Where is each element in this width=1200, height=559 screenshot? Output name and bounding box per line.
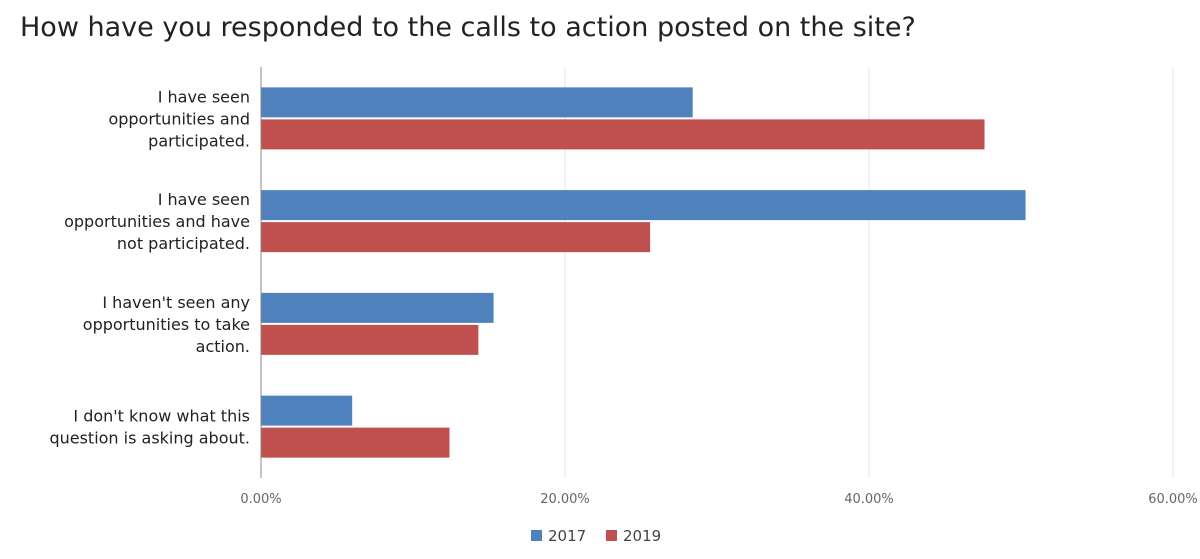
category-label-line: I have seen	[158, 87, 250, 106]
category-label-line: opportunities and	[108, 109, 250, 128]
legend-swatch-2017	[531, 530, 542, 541]
bar-2017-cat-1	[261, 190, 1026, 221]
legend-label-2019: 2019	[623, 527, 661, 545]
legend-swatch-2019	[606, 530, 617, 541]
legend: 2017 2019	[531, 527, 661, 545]
category-label-line: I have seen	[158, 190, 250, 209]
bar-2017-cat-3	[261, 395, 353, 426]
bar-2019-cat-2	[261, 324, 479, 355]
bar-2019-cat-3	[261, 427, 450, 458]
bars	[261, 87, 1026, 458]
category-label: I have seen opportunities and participated…	[108, 87, 250, 150]
x-tick-labels: 0.00% 20.00% 40.00% 60.00%	[240, 492, 1197, 507]
category-label-line: I haven't seen any	[102, 293, 250, 312]
category-label-line: opportunities and have	[64, 212, 250, 231]
category-labels: I have seen opportunities and participated…	[49, 87, 250, 447]
x-tick-label: 0.00%	[240, 492, 281, 507]
category-label-line: action.	[196, 337, 250, 356]
category-label: I haven't seen any opportunities to take a…	[83, 293, 250, 356]
category-label-line: not participated.	[117, 234, 250, 253]
bar-2019-cat-0	[261, 119, 985, 150]
category-label-line: participated.	[148, 131, 250, 150]
category-label-line: opportunities to take	[83, 315, 250, 334]
x-tick-label: 20.00%	[540, 492, 590, 507]
bar-2017-cat-2	[261, 292, 494, 323]
x-tick-label: 40.00%	[844, 492, 894, 507]
category-label-line: I don't know what this	[73, 407, 250, 426]
category-label: I have seen opportunities and have not par…	[64, 190, 250, 253]
bar-2017-cat-0	[261, 87, 693, 118]
chart-title: How have you responded to the calls to a…	[20, 12, 916, 43]
bar-2019-cat-1	[261, 222, 651, 253]
category-label-line: question is asking about.	[49, 429, 250, 448]
category-label: I don't know what this question is asking…	[49, 407, 250, 448]
x-tick-label: 60.00%	[1148, 492, 1198, 507]
legend-label-2017: 2017	[548, 527, 586, 545]
